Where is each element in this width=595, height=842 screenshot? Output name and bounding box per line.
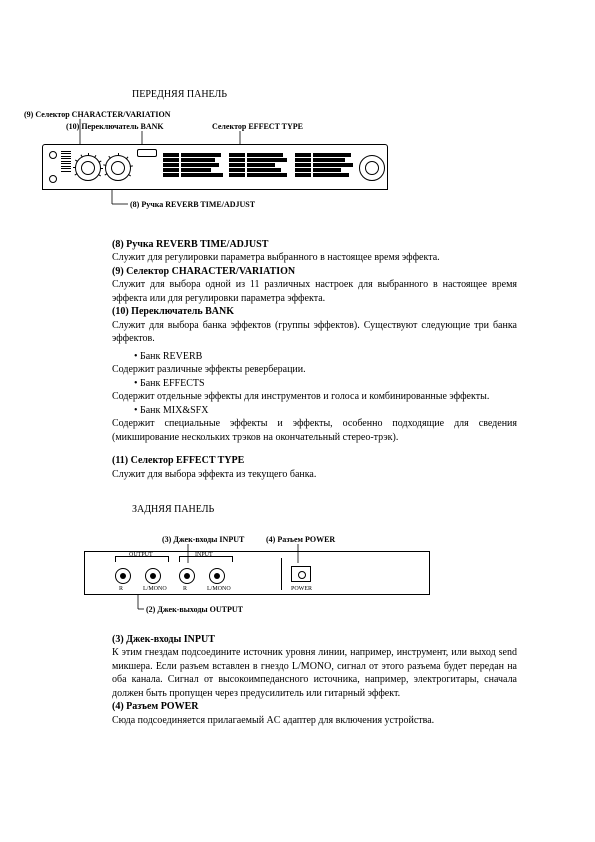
callout-4-top: (4) Разъем POWER: [266, 535, 335, 546]
callout-11: Селектор EFFECT TYPE: [212, 122, 303, 133]
front-panel-diagram: (9) Селектор CHARACTER/VARIATION (10) Пе…: [42, 110, 388, 210]
knob-reverb-time-adjust: [105, 155, 131, 181]
section-9-heading: (9) Селектор CHARACTER/VARIATION: [112, 265, 517, 279]
section-10-body: Служит для выбора банка эффектов (группы…: [112, 319, 517, 346]
front-panel-heading: ПЕРЕДНЯЯ ПАНЕЛЬ: [132, 88, 517, 102]
section-3: (3) Джек-входы INPUT К этим гнездам подс…: [112, 633, 517, 701]
power-connector: [291, 566, 311, 582]
callout-3-top: (3) Джек-входы INPUT: [162, 535, 244, 546]
section-4-body: Сюда подсоединяется прилагаемый AC адапт…: [112, 714, 517, 728]
effect-label-col: [163, 153, 223, 177]
effect-label-col: [229, 153, 289, 177]
callout-2-bottom: (2) Джек-выходы OUTPUT: [146, 605, 243, 616]
output-label: OUTPUT: [129, 551, 153, 559]
front-device-box: [42, 144, 388, 190]
jack-input-r: [179, 568, 195, 584]
bank-reverb-desc: Содержит различные эффекты реверберации.: [112, 363, 517, 377]
callout-8: (8) Ручка REVERB TIME/ADJUST: [130, 200, 255, 211]
bank-effects-desc: Содержит отдельные эффекты для инструмен…: [112, 390, 517, 404]
callout-9: (9) Селектор CHARACTER/VARIATION: [24, 110, 171, 121]
rear-device-box: OUTPUT R L/MONO INPUT R L/MONO POWER: [84, 551, 430, 595]
jack-output-l: [145, 568, 161, 584]
section-11-body: Служит для выбора эффекта из текущего ба…: [112, 468, 517, 482]
rear-panel-heading: ЗАДНЯЯ ПАНЕЛЬ: [132, 503, 517, 517]
section-11-heading: (11) Селектор EFFECT TYPE: [112, 454, 517, 468]
callout-10: (10) Переключатель BANK: [66, 122, 164, 133]
knob-character-variation: [75, 155, 101, 181]
effect-label-col: [295, 153, 355, 177]
bank-mixsfx: • Банк MIX&SFX: [134, 404, 517, 418]
bank-mixsfx-desc: Содержит специальные эффекты и эффекты, …: [112, 417, 517, 444]
section-9-body: Служит для выбора одной из 11 различных …: [112, 278, 517, 305]
section-3-heading: (3) Джек-входы INPUT: [112, 633, 517, 647]
rack-screw: [49, 175, 57, 183]
input-label: INPUT: [195, 551, 213, 559]
divider: [281, 558, 282, 590]
section-10: (10) Переключатель BANK Служит для выбор…: [112, 305, 517, 346]
jack-r-label: R: [119, 585, 123, 593]
section-8-body: Служит для регулировки параметра выбранн…: [112, 251, 517, 265]
jack-input-l: [209, 568, 225, 584]
section-8-heading: (8) Ручка REVERB TIME/ADJUST: [112, 238, 517, 252]
section-8: (8) Ручка REVERB TIME/ADJUST Служит для …: [112, 238, 517, 265]
bank-list: • Банк REVERB Содержит различные эффекты…: [112, 350, 517, 445]
bank-reverb: • Банк REVERB: [134, 350, 517, 364]
vent: [61, 151, 71, 172]
section-4-heading: (4) Разъем POWER: [112, 700, 517, 714]
section-10-heading: (10) Переключатель BANK: [112, 305, 517, 319]
power-label: POWER: [291, 585, 312, 593]
section-9: (9) Селектор CHARACTER/VARIATION Служит …: [112, 265, 517, 306]
bank-effects: • Банк EFFECTS: [134, 377, 517, 391]
jack-lmono-label: L/MONO: [143, 585, 167, 593]
jack-lmono-label-2: L/MONO: [207, 585, 231, 593]
rear-panel-diagram: (3) Джек-входы INPUT (4) Разъем POWER (2…: [84, 527, 430, 615]
section-4: (4) Разъем POWER Сюда подсоединяется при…: [112, 700, 517, 727]
rack-screw: [49, 151, 57, 159]
jack-r-label-2: R: [183, 585, 187, 593]
section-3-body: К этим гнездам подсоедините источник уро…: [112, 646, 517, 700]
bank-switch: [137, 149, 157, 157]
section-11: (11) Селектор EFFECT TYPE Служит для выб…: [112, 454, 517, 481]
knob-effect-type: [359, 155, 385, 181]
jack-output-r: [115, 568, 131, 584]
